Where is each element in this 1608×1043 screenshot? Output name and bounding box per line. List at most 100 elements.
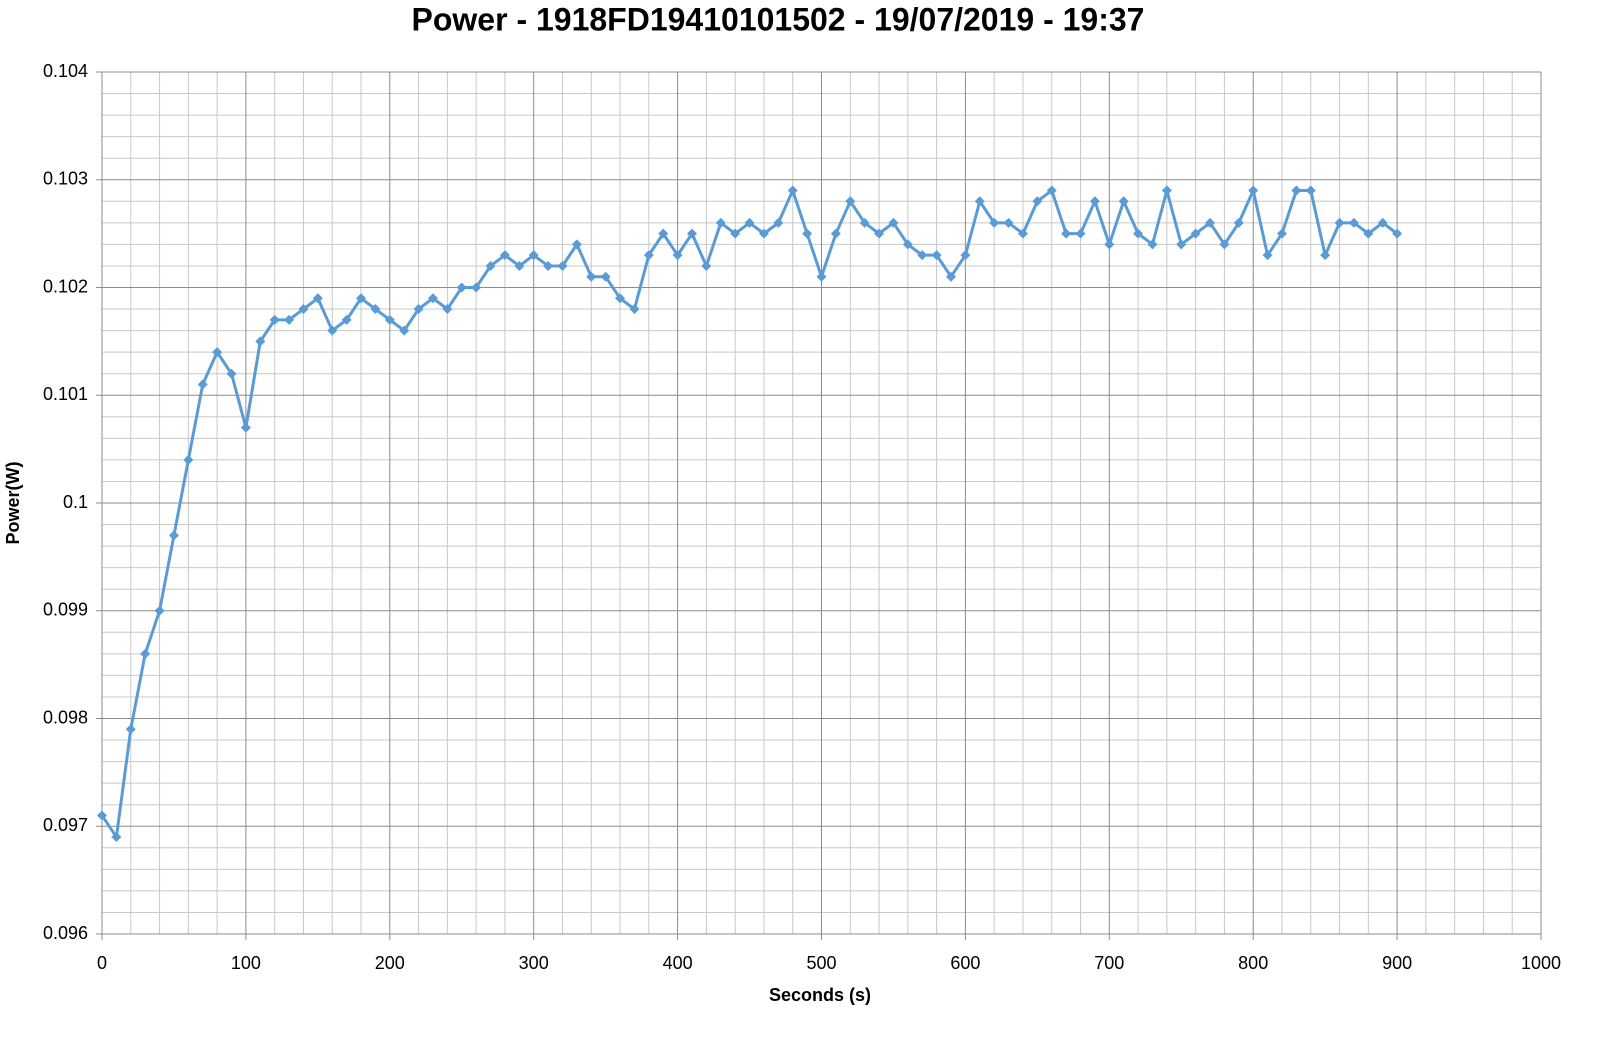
data-point: [1061, 228, 1072, 239]
data-point: [1133, 228, 1144, 239]
data-point: [183, 454, 194, 465]
x-tick-label: 300: [519, 953, 549, 973]
data-point: [1118, 196, 1129, 207]
data-point: [1205, 217, 1216, 228]
data-point: [269, 314, 280, 325]
data-point: [399, 325, 410, 336]
data-point: [255, 336, 266, 347]
y-tick-label: 0.1: [63, 492, 88, 512]
y-tick-label: 0.096: [43, 923, 88, 943]
data-point: [744, 217, 755, 228]
data-point: [946, 271, 957, 282]
data-point: [859, 217, 870, 228]
y-tick-label: 0.101: [43, 384, 88, 404]
data-point: [1377, 217, 1388, 228]
data-point: [154, 605, 165, 616]
data-point: [1219, 239, 1230, 250]
data-point: [1003, 217, 1014, 228]
data-point: [384, 314, 395, 325]
data-point: [1320, 250, 1331, 261]
data-point: [902, 239, 913, 250]
x-tick-label: 600: [950, 953, 980, 973]
data-point: [1363, 228, 1374, 239]
data-point: [212, 347, 223, 358]
data-point: [298, 304, 309, 315]
data-point: [1262, 250, 1273, 261]
data-point: [284, 314, 295, 325]
x-tick-label: 100: [231, 953, 261, 973]
data-point: [312, 293, 323, 304]
y-tick-label: 0.103: [43, 169, 88, 189]
data-point: [701, 260, 712, 271]
data-point: [456, 282, 467, 293]
data-point: [960, 250, 971, 261]
data-point: [370, 304, 381, 315]
x-tick-label: 700: [1094, 953, 1124, 973]
y-tick-label: 0.102: [43, 276, 88, 296]
data-point: [931, 250, 942, 261]
data-point: [672, 250, 683, 261]
data-point: [888, 217, 899, 228]
data-point: [1089, 196, 1100, 207]
x-tick-label: 800: [1238, 953, 1268, 973]
data-point: [629, 304, 640, 315]
data-point: [226, 368, 237, 379]
data-point: [168, 530, 179, 541]
data-point: [499, 250, 510, 261]
data-point: [557, 260, 568, 271]
data-point: [1291, 185, 1302, 196]
data-point: [327, 325, 338, 336]
data-point: [1161, 185, 1172, 196]
y-tick-label: 0.104: [43, 61, 88, 81]
data-point: [1190, 228, 1201, 239]
data-point: [471, 282, 482, 293]
data-point: [816, 271, 827, 282]
data-point: [830, 228, 841, 239]
data-point: [1233, 217, 1244, 228]
y-tick-label: 0.099: [43, 600, 88, 620]
data-point: [111, 832, 122, 843]
data-point: [413, 304, 424, 315]
data-point: [97, 810, 107, 821]
data-point: [600, 271, 611, 282]
data-point: [1334, 217, 1345, 228]
data-point: [140, 648, 151, 659]
data-point: [586, 271, 597, 282]
data-point: [1392, 228, 1403, 239]
data-point: [715, 217, 726, 228]
data-point: [658, 228, 669, 239]
data-point: [528, 250, 539, 261]
data-point: [615, 293, 626, 304]
data-point: [917, 250, 928, 261]
data-point: [758, 228, 769, 239]
y-tick-label: 0.097: [43, 815, 88, 835]
data-point: [1176, 239, 1187, 250]
data-point: [1017, 228, 1028, 239]
data-point: [571, 239, 582, 250]
x-tick-label: 900: [1382, 953, 1412, 973]
data-point: [543, 260, 554, 271]
data-point: [1348, 217, 1359, 228]
data-point: [686, 228, 697, 239]
data-point: [1046, 185, 1057, 196]
data-point: [1305, 185, 1316, 196]
x-tick-label: 500: [806, 953, 836, 973]
data-point: [845, 196, 856, 207]
data-point: [485, 260, 496, 271]
data-point: [197, 379, 208, 390]
data-point: [730, 228, 741, 239]
data-point: [1104, 239, 1115, 250]
x-tick-label: 1000: [1521, 953, 1561, 973]
data-point: [989, 217, 1000, 228]
data-point: [874, 228, 885, 239]
data-point: [442, 304, 453, 315]
data-point: [1147, 239, 1158, 250]
y-tick-label: 0.098: [43, 707, 88, 727]
data-point: [974, 196, 985, 207]
data-point: [1276, 228, 1287, 239]
data-point: [1032, 196, 1043, 207]
x-tick-label: 200: [375, 953, 405, 973]
data-point: [1248, 185, 1259, 196]
data-point: [802, 228, 813, 239]
